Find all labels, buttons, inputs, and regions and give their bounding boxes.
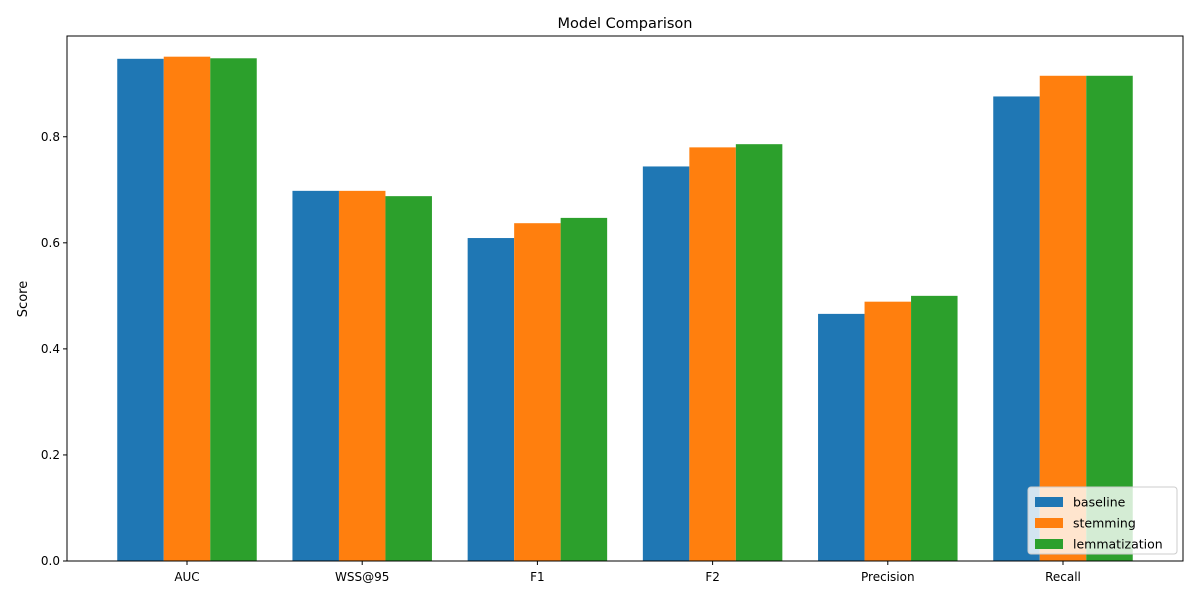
bar-baseline-wss-95 [292, 190, 339, 561]
bar-lemmatization-auc [210, 58, 257, 561]
y-tick-label: 0.2 [41, 448, 60, 462]
legend-swatch-stemming [1035, 518, 1063, 528]
bar-stemming-precision [864, 301, 912, 561]
bar-lemmatization-wss-95 [385, 196, 432, 561]
chart-title: Model Comparison [558, 16, 693, 32]
y-tick-label: 0.6 [41, 236, 60, 250]
bar-stemming-recall [1039, 75, 1087, 561]
bar-stemming-f1 [514, 223, 561, 562]
y-axis-title: Score [16, 281, 31, 317]
bar-stemming-wss-95 [338, 190, 386, 561]
legend-swatch-lemmatization [1035, 539, 1063, 549]
legend-label-baseline: baseline [1073, 495, 1126, 510]
y-tick-label: 0.0 [41, 554, 60, 568]
legend-swatch-baseline [1035, 497, 1063, 507]
x-tick-label: WSS@95 [335, 570, 389, 584]
axes-layer: 0.0 0.2 0.4 0.6 0.8 AUC WSS@95 F1 F2 Precision Rec… [41, 35, 1184, 584]
bar-lemmatization-recall [1086, 75, 1133, 561]
bar-baseline-precision [818, 313, 865, 561]
bar-baseline-f1 [467, 238, 515, 561]
x-tick-label: F2 [705, 570, 720, 584]
bar-lemmatization-f1 [560, 217, 608, 562]
y-tick-label: 0.4 [41, 342, 60, 356]
x-tick-label: Recall [1045, 570, 1081, 584]
x-tick-label: F1 [530, 570, 545, 584]
legend-label-stemming: stemming [1073, 516, 1136, 531]
x-tick-label: AUC [174, 570, 199, 584]
y-tick-label: 0.8 [41, 130, 60, 144]
bar-stemming-auc [163, 56, 211, 561]
plot-frame [66, 35, 1184, 562]
legend: baseline stemming lemmatization [1027, 486, 1178, 555]
bar-baseline-f2 [642, 166, 690, 562]
legend-label-lemmatization: lemmatization [1073, 537, 1163, 552]
bars-layer [117, 56, 1133, 562]
bar-lemmatization-precision [911, 295, 958, 561]
bar-baseline-recall [993, 96, 1040, 562]
x-tick-label: Precision [861, 570, 915, 584]
bar-lemmatization-f2 [735, 144, 783, 561]
bar-baseline-auc [117, 58, 164, 561]
legend-box [1027, 486, 1178, 555]
bar-stemming-f2 [689, 147, 736, 561]
